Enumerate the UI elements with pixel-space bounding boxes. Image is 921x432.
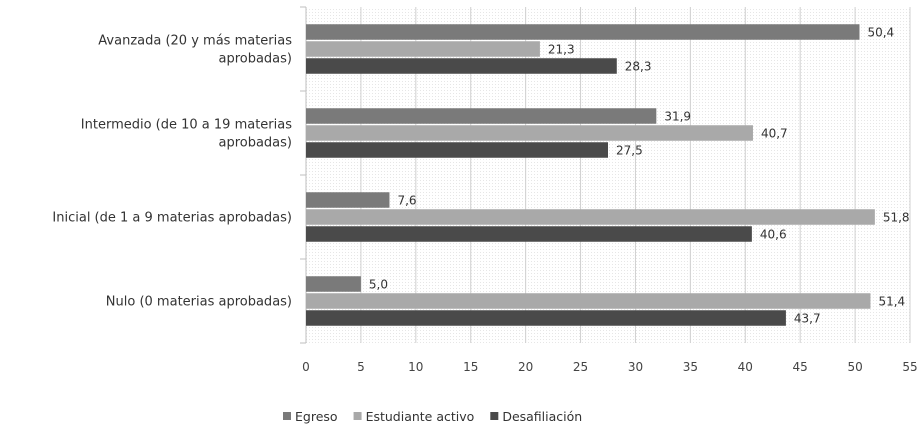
data-label: 43,7 xyxy=(794,312,821,326)
bar xyxy=(306,41,540,57)
data-label: 31,9 xyxy=(664,110,691,124)
plot-area xyxy=(306,7,910,343)
bar xyxy=(306,276,361,292)
data-label: 51,8 xyxy=(883,211,910,225)
x-tick-label: 10 xyxy=(408,360,423,374)
x-tick-label: 45 xyxy=(793,360,808,374)
legend: Egreso Estudiante activo Desafiliación xyxy=(283,409,582,424)
data-label: 50,4 xyxy=(867,26,894,40)
data-label: 7,6 xyxy=(397,194,416,208)
x-tick-label: 30 xyxy=(628,360,643,374)
data-label: 40,6 xyxy=(760,228,787,242)
x-tick-label: 55 xyxy=(902,360,917,374)
data-labels: 50,4 21,3 28,3 31,9 40,7 27,5 7,6 51,8 40,6 5,0 51… xyxy=(369,26,910,326)
category-label: Avanzada (20 y más materias aprobadas) xyxy=(98,34,292,67)
legend-label: Egreso xyxy=(295,409,338,424)
data-label: 27,5 xyxy=(616,144,643,158)
x-tick-label: 25 xyxy=(573,360,588,374)
data-label: 28,3 xyxy=(625,60,652,74)
category-label: Inicial (de 1 a 9 materias aprobadas) xyxy=(52,211,292,226)
x-tick-label: 40 xyxy=(738,360,753,374)
data-label: 51,4 xyxy=(878,295,905,309)
legend-swatch xyxy=(490,412,499,420)
legend-swatch xyxy=(283,412,291,420)
x-tick-label: 5 xyxy=(357,360,365,374)
x-tick-label: 20 xyxy=(518,360,533,374)
bar xyxy=(306,209,875,225)
data-label: 40,7 xyxy=(761,127,788,141)
bar xyxy=(306,108,657,124)
bar xyxy=(306,310,786,326)
category-label: Intermedio (de 10 a 19 materias aprobadas… xyxy=(81,118,292,151)
category-label: Nulo (0 materias aprobadas) xyxy=(106,295,292,310)
legend-label: Desafiliación xyxy=(502,409,582,424)
x-tick-label: 0 xyxy=(302,360,310,374)
x-tick-labels: 0 5 10 15 20 25 30 35 40 45 50 55 xyxy=(302,360,917,374)
data-label: 5,0 xyxy=(369,278,388,292)
bar xyxy=(306,24,860,40)
legend-label: Estudiante activo xyxy=(366,409,475,424)
bar xyxy=(306,125,753,141)
category-ticks xyxy=(300,6,306,344)
x-tick-label: 35 xyxy=(683,360,698,374)
bars xyxy=(306,24,875,326)
x-tick-label: 50 xyxy=(847,360,862,374)
category-labels: Avanzada (20 y más materias aprobadas) Int… xyxy=(52,34,292,310)
bar xyxy=(306,58,617,74)
data-label: 21,3 xyxy=(548,43,575,57)
bar xyxy=(306,192,390,208)
legend-swatch xyxy=(353,412,362,420)
bar xyxy=(306,293,871,309)
bar xyxy=(306,142,608,158)
x-tick-label: 15 xyxy=(463,360,478,374)
bar xyxy=(306,226,752,242)
